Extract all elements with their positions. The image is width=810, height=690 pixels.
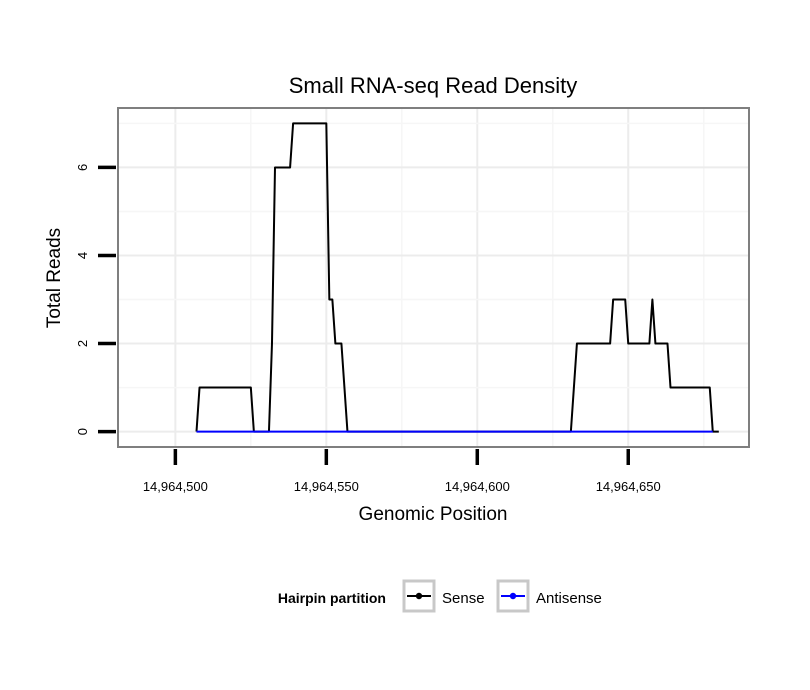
legend-title: Hairpin partition (278, 590, 386, 606)
x-axis-title: Genomic Position (359, 504, 508, 525)
y-tick-label: 6 (75, 164, 90, 171)
legend-item-sense: Sense (402, 579, 485, 613)
x-axis: 14,964,500 14,964,550 14,964,600 14,964,650 (143, 449, 661, 494)
x-tick-label: 14,964,650 (596, 479, 661, 494)
y-axis: 0 2 4 6 (75, 164, 116, 435)
panel-background (118, 108, 749, 447)
x-tick-label: 14,964,550 (294, 479, 359, 494)
y-tick-label: 2 (75, 340, 90, 347)
series-lines (195, 122, 719, 433)
plot-panel (117, 107, 750, 448)
legend-key-point-antisense (509, 592, 517, 600)
y-axis-title: Total Reads (44, 228, 65, 328)
legend-item-antisense: Antisense (496, 579, 602, 613)
x-tick-label: 14,964,500 (143, 479, 208, 494)
x-tick-label: 14,964,600 (445, 479, 510, 494)
legend: Hairpin partition Sense Antisense (278, 579, 602, 613)
legend-key-point-sense (415, 592, 423, 600)
legend-label-sense: Sense (442, 590, 485, 607)
legend-label-antisense: Antisense (536, 590, 602, 607)
chart-title: Small RNA-seq Read Density (289, 73, 578, 98)
y-tick-label: 0 (75, 428, 90, 435)
panel-border (117, 107, 750, 448)
y-tick-label: 4 (75, 252, 90, 259)
